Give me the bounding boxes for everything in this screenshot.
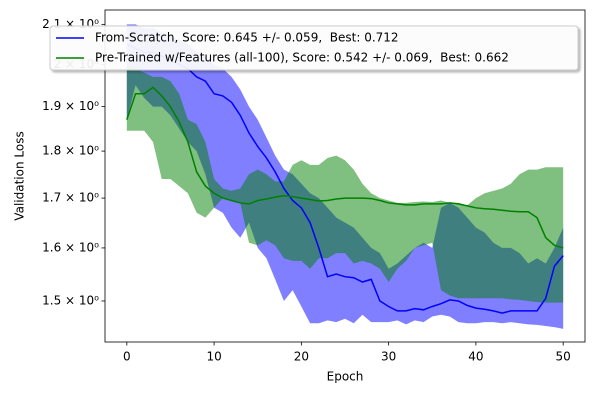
series-line [126,86,564,249]
plot-area [126,24,564,329]
x-axis-label: Epoch [327,370,364,384]
y-tick-label: 1.5 × 10⁰ [42,293,99,307]
x-tick-label: 0 [123,350,131,364]
y-tick-label: 1.7 × 10⁰ [42,191,99,205]
legend: From-Scratch, Score: 0.645 +/- 0.059, Be… [49,25,579,71]
y-tick-label: 1.6 × 10⁰ [42,240,99,254]
axes-frame [104,9,586,343]
x-tick-label: 20 [294,350,309,364]
legend-box [49,25,579,71]
legend-label: From-Scratch, Score: 0.645 +/- 0.059, Be… [95,31,399,45]
y-axis-label: Validation Loss [13,131,27,220]
error-band [126,64,564,303]
x-tick-label: 50 [556,350,571,364]
legend-label: Pre-Trained w/Features (all-100), Score:… [95,51,509,65]
y-tick-label: 1.9 × 10⁰ [42,99,99,113]
series-line [126,43,564,314]
x-tick-label: 30 [381,350,396,364]
y-tick-label: 1.8 × 10⁰ [42,144,99,158]
x-tick-label: 40 [468,350,483,364]
x-tick-label: 10 [206,350,221,364]
